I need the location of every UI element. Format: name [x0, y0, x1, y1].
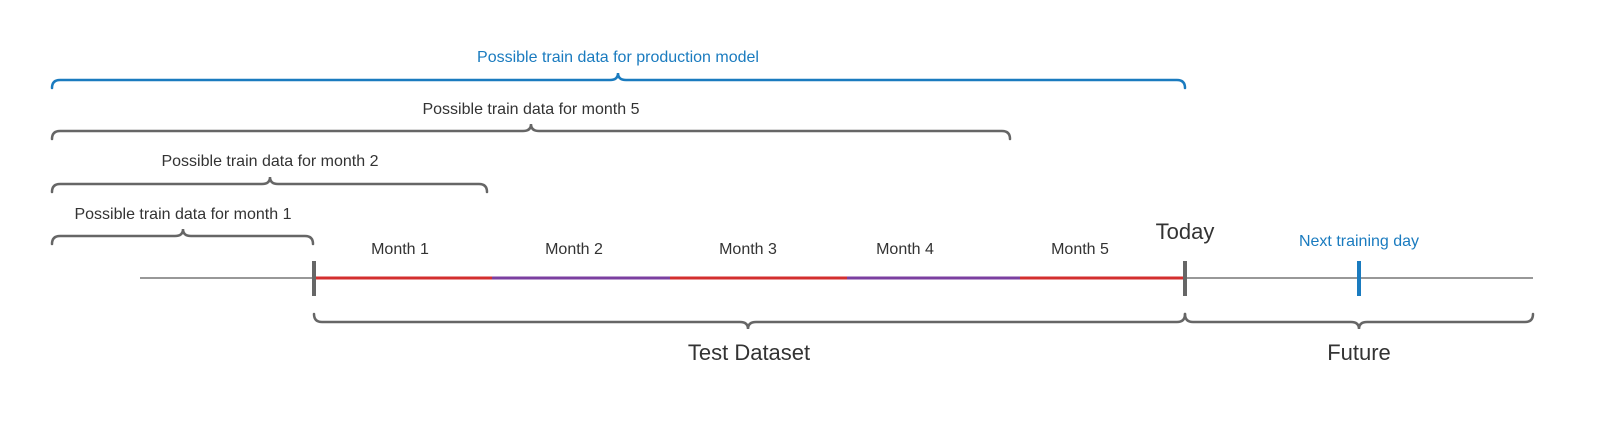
brace	[1183, 312, 1535, 330]
month-label: Month 5	[1051, 241, 1109, 258]
month-label: Month 4	[876, 241, 934, 258]
today-label: Today	[1156, 219, 1215, 244]
brace	[50, 176, 489, 194]
month-label: Month 3	[719, 241, 777, 258]
test-dataset-label: Test Dataset	[688, 340, 810, 365]
brace-label: Possible train data for month 2	[161, 153, 378, 170]
month-label: Month 1	[371, 241, 429, 258]
braces	[50, 72, 1535, 330]
month-label: Month 2	[545, 241, 603, 258]
brace	[50, 72, 1187, 90]
brace	[50, 123, 1012, 141]
brace-label: Possible train data for month 1	[74, 206, 291, 223]
brace-label: Possible train data for production model	[477, 49, 759, 66]
brace	[312, 312, 1187, 330]
brace	[50, 228, 315, 246]
future-label: Future	[1327, 340, 1391, 365]
next-training-label: Next training day	[1299, 233, 1419, 250]
brace-label: Possible train data for month 5	[422, 101, 639, 118]
